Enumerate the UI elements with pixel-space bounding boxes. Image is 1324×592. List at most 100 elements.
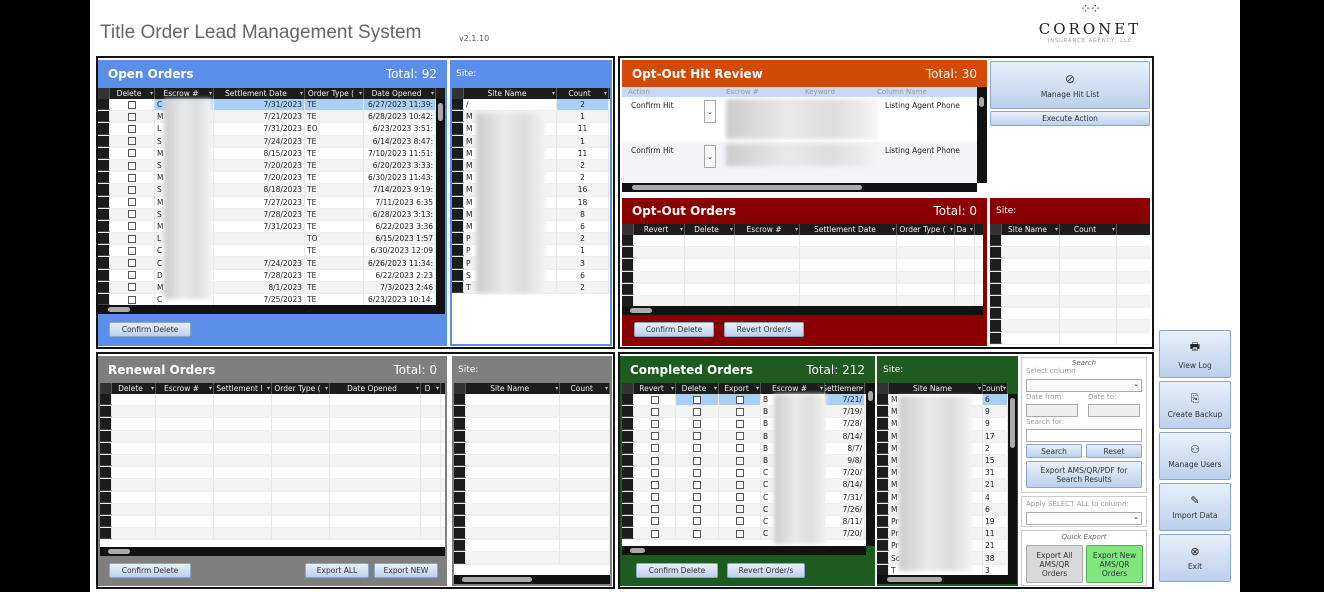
row-selector[interactable] xyxy=(622,247,634,259)
dropdown-arrow-icon[interactable]: ▾ xyxy=(794,226,798,233)
row-selector[interactable] xyxy=(452,196,464,208)
row-checkbox[interactable] xyxy=(128,210,136,219)
column-header[interactable]: D ▾ xyxy=(421,383,441,394)
row-selector[interactable] xyxy=(622,503,634,515)
column-header[interactable]: Site Name ▾ xyxy=(889,383,983,394)
row-selector[interactable] xyxy=(98,147,110,159)
row-checkbox[interactable] xyxy=(650,468,659,477)
table-row[interactable]: C 7/25/2023 TE 6/23/2023 10:14: xyxy=(98,294,445,305)
dropdown-arrow-icon[interactable]: ▾ xyxy=(755,385,759,392)
column-header[interactable]: Settlemen ▾ xyxy=(825,383,865,394)
row-selector[interactable] xyxy=(454,406,466,418)
row-checkbox[interactable] xyxy=(128,271,136,280)
row-checkbox[interactable] xyxy=(650,517,659,526)
row-checkbox[interactable] xyxy=(128,137,136,146)
row-selector[interactable] xyxy=(452,123,464,135)
table-row[interactable] xyxy=(454,491,610,504)
row-selector[interactable] xyxy=(877,418,889,430)
table-row[interactable] xyxy=(454,442,610,455)
row-selector[interactable] xyxy=(990,320,1002,332)
row-selector[interactable] xyxy=(98,135,110,147)
column-header[interactable]: Order Type (▾ xyxy=(305,88,364,99)
export-new-orders-button[interactable]: Export New AMS/QR Orders xyxy=(1086,545,1143,583)
row-selector[interactable] xyxy=(98,220,110,233)
row-selector[interactable] xyxy=(98,269,110,281)
table-row[interactable]: B 8/7/ xyxy=(622,442,866,455)
row-selector[interactable] xyxy=(877,479,889,491)
row-checkbox[interactable] xyxy=(693,468,701,477)
row-checkbox[interactable] xyxy=(693,505,701,514)
row-selector[interactable] xyxy=(452,220,464,233)
row-selector[interactable] xyxy=(454,479,466,491)
column-header[interactable]: Escrow # ▾ xyxy=(735,224,800,235)
row-checkbox[interactable] xyxy=(650,493,659,502)
row-checkbox[interactable] xyxy=(128,222,136,231)
row-checkbox[interactable] xyxy=(693,419,701,428)
column-header[interactable]: Site Name ▾ xyxy=(464,88,557,99)
table-row[interactable] xyxy=(100,515,445,529)
completed-vscrollbar[interactable] xyxy=(866,383,875,546)
row-checkbox[interactable] xyxy=(128,124,136,133)
sidebar-button-view-log[interactable]: 🖶 View Log xyxy=(1159,330,1231,378)
dropdown-arrow-icon[interactable]: ▾ xyxy=(977,385,981,392)
row-checkbox[interactable] xyxy=(693,480,701,489)
dropdown-arrow-icon[interactable]: ▾ xyxy=(859,385,863,392)
table-row[interactable] xyxy=(990,259,1150,272)
table-row[interactable] xyxy=(100,454,445,468)
row-selector[interactable] xyxy=(622,406,634,418)
table-row[interactable]: C TE 6/30/2023 12:09 xyxy=(98,245,445,258)
dropdown-arrow-icon[interactable]: ▾ xyxy=(430,90,434,97)
dropdown-arrow-icon[interactable]: ▾ xyxy=(555,385,559,392)
row-selector[interactable] xyxy=(990,308,1002,320)
row-checkbox[interactable] xyxy=(735,419,744,428)
row-checkbox[interactable] xyxy=(650,456,659,465)
column-header[interactable]: Delete ▾ xyxy=(676,383,719,394)
row-selector[interactable] xyxy=(454,552,466,564)
row-selector[interactable] xyxy=(98,294,110,305)
row-selector[interactable] xyxy=(990,247,1002,259)
table-row[interactable]: S 7/28/2023 TE 6/28/2023 3:13: xyxy=(98,208,445,221)
column-header[interactable]: Da ▾ xyxy=(955,224,975,235)
completed-sites-hscrollbar[interactable] xyxy=(877,575,1017,584)
row-selector[interactable] xyxy=(990,271,1002,283)
row-selector[interactable] xyxy=(98,196,110,208)
row-checkbox[interactable] xyxy=(128,283,136,292)
row-selector[interactable] xyxy=(98,257,110,269)
row-selector[interactable] xyxy=(622,283,634,295)
table-row[interactable] xyxy=(454,467,610,480)
row-selector[interactable] xyxy=(622,430,634,442)
row-checkbox[interactable] xyxy=(735,493,744,502)
table-row[interactable] xyxy=(454,430,610,443)
table-row[interactable] xyxy=(100,442,445,455)
row-selector[interactable] xyxy=(622,528,634,540)
row-checkbox[interactable] xyxy=(693,517,701,526)
select-all-corner[interactable] xyxy=(990,224,1002,235)
table-row[interactable] xyxy=(990,283,1150,296)
row-selector[interactable] xyxy=(100,467,112,479)
column-header[interactable]: Revert ▾ xyxy=(634,224,685,235)
dropdown-arrow-icon[interactable]: ▾ xyxy=(1054,226,1058,233)
row-selector[interactable] xyxy=(877,503,889,515)
table-row[interactable] xyxy=(454,515,610,529)
table-row[interactable] xyxy=(990,320,1150,333)
column-header[interactable]: Count ▾ xyxy=(560,383,610,394)
dropdown-arrow-icon[interactable]: ▾ xyxy=(679,226,683,233)
table-row[interactable] xyxy=(100,491,445,504)
table-row[interactable]: C 7/20/ xyxy=(622,528,866,541)
select-all-corner[interactable] xyxy=(452,88,464,99)
table-row[interactable]: L TO 6/15/2023 1:57 xyxy=(98,233,445,246)
optout-revert-button[interactable]: Revert Order/s xyxy=(724,322,804,337)
row-selector[interactable] xyxy=(98,184,110,196)
dropdown-arrow-icon[interactable]: ▾ xyxy=(149,90,153,97)
dropdown-arrow-icon[interactable]: ▾ xyxy=(949,226,953,233)
renewal-export-all-button[interactable]: Export ALL xyxy=(305,563,369,578)
column-header[interactable]: Site Name ▾ xyxy=(1002,224,1060,235)
row-checkbox[interactable] xyxy=(735,480,744,489)
row-selector[interactable] xyxy=(622,259,634,271)
export-all-orders-button[interactable]: Export All AMS/QR Orders xyxy=(1026,545,1083,583)
table-row[interactable] xyxy=(990,271,1150,284)
dropdown-arrow-icon[interactable]: ▾ xyxy=(415,385,419,392)
row-selector[interactable] xyxy=(622,271,634,283)
row-checkbox[interactable] xyxy=(693,529,701,538)
table-row[interactable] xyxy=(990,332,1150,345)
